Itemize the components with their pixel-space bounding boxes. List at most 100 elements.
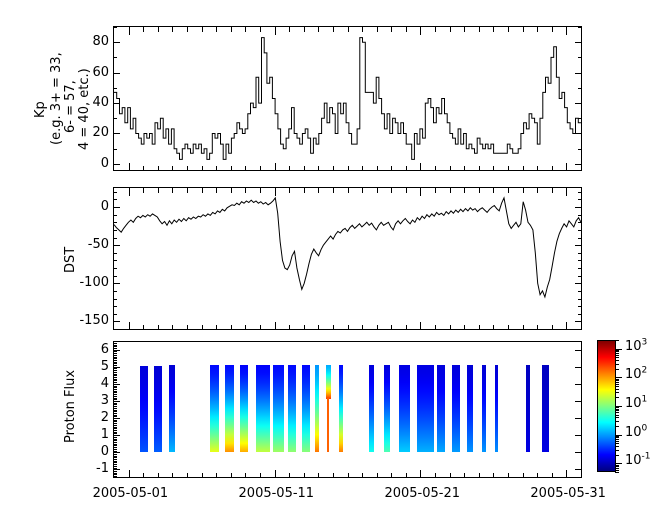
tick-mark: [114, 365, 117, 366]
tick-mark: [615, 360, 619, 361]
tick-mark: [114, 442, 117, 443]
tick-mark: [406, 325, 407, 330]
tick-mark: [289, 27, 290, 32]
tick-mark: [615, 463, 622, 464]
tick-mark: [615, 443, 619, 444]
tick-mark: [615, 407, 619, 408]
tick-mark: [575, 401, 581, 402]
tick-mark: [377, 473, 378, 478]
tick-mark: [245, 27, 246, 32]
colorbar-exponent: 0: [641, 423, 648, 434]
tick-mark: [114, 425, 117, 426]
tick-mark: [391, 166, 392, 171]
tick-mark: [615, 380, 619, 381]
kp-trace-svg: [114, 37, 581, 160]
tick-mark: [275, 27, 276, 35]
tick-mark: [114, 439, 117, 440]
tick-mark: [348, 27, 349, 32]
tick-mark: [377, 188, 378, 193]
tick-mark: [114, 345, 117, 346]
tick-mark: [114, 291, 117, 292]
flux-column: [256, 364, 271, 453]
tick-mark: [304, 473, 305, 478]
tick-mark: [114, 421, 117, 422]
kp-panel: [113, 26, 582, 171]
ytick-label: 0: [100, 156, 109, 171]
proton-flux-panel: [113, 341, 582, 478]
ytick-label: 5: [100, 359, 109, 374]
tick-mark: [129, 188, 130, 196]
tick-mark: [114, 230, 117, 231]
tick-mark: [406, 27, 407, 32]
tick-mark: [114, 427, 117, 428]
tick-mark: [615, 384, 619, 385]
flux-column: [301, 364, 310, 453]
colorbar-tick-label: 10-1: [625, 452, 651, 467]
ytick-label: 0: [100, 444, 109, 459]
tick-mark: [348, 188, 349, 193]
tick-mark: [304, 27, 305, 32]
tick-mark: [464, 27, 465, 32]
tick-mark: [114, 149, 117, 150]
tick-mark: [615, 435, 622, 436]
tick-mark: [333, 27, 334, 32]
tick-mark: [114, 399, 117, 400]
kp-axis-title-note-3: 4 = 40, etc.): [77, 68, 92, 150]
tick-mark: [114, 403, 117, 404]
tick-mark: [216, 27, 217, 32]
tick-mark: [615, 382, 619, 383]
tick-mark: [575, 350, 581, 351]
tick-mark: [552, 325, 553, 330]
tick-mark: [129, 27, 130, 35]
colorbar-tick-label: 103: [625, 338, 647, 353]
tick-mark: [114, 164, 120, 165]
tick-mark: [202, 166, 203, 171]
flux-column: [451, 364, 460, 453]
tick-mark: [566, 322, 567, 330]
tick-mark: [114, 389, 117, 390]
tick-mark: [114, 103, 120, 104]
tick-mark: [575, 367, 581, 368]
dst-trace-svg: [113, 196, 582, 299]
tick-mark: [114, 222, 117, 223]
tick-mark: [578, 192, 581, 193]
tick-mark: [114, 346, 117, 347]
tick-mark: [172, 166, 173, 171]
tick-mark: [289, 188, 290, 193]
ytick-label: 80: [92, 34, 109, 49]
tick-mark: [231, 188, 232, 193]
tick-mark: [406, 473, 407, 478]
tick-mark: [114, 343, 117, 344]
flux-column: [369, 364, 375, 453]
tick-mark: [114, 391, 117, 392]
tick-mark: [114, 420, 117, 421]
flux-column: [168, 364, 176, 453]
tick-mark: [575, 283, 581, 284]
tick-mark: [114, 416, 117, 417]
tick-mark: [578, 88, 581, 89]
kp-axis-title-note-2: 6- = 57,: [63, 80, 78, 133]
tick-mark: [172, 473, 173, 478]
tick-mark: [114, 386, 117, 387]
tick-mark: [187, 473, 188, 478]
tick-mark: [289, 166, 290, 171]
tick-mark: [552, 188, 553, 193]
tick-mark: [615, 436, 619, 437]
colorbar-mantissa: 10: [625, 396, 642, 411]
tick-mark: [615, 426, 619, 427]
flux-column: [273, 364, 284, 453]
xtick-label: 2005-05-11: [238, 486, 315, 501]
tick-mark: [114, 380, 117, 381]
tick-mark: [172, 27, 173, 32]
tick-mark: [523, 325, 524, 330]
tick-mark: [575, 418, 581, 419]
tick-mark: [615, 450, 619, 451]
tick-mark: [578, 118, 581, 119]
flux-column: [139, 365, 148, 453]
tick-mark: [420, 188, 421, 196]
tick-mark: [129, 470, 130, 478]
tick-mark: [615, 409, 619, 410]
tick-mark: [114, 372, 117, 373]
kp-axis-title-main: Kp: [33, 101, 48, 118]
tick-mark: [318, 473, 319, 478]
